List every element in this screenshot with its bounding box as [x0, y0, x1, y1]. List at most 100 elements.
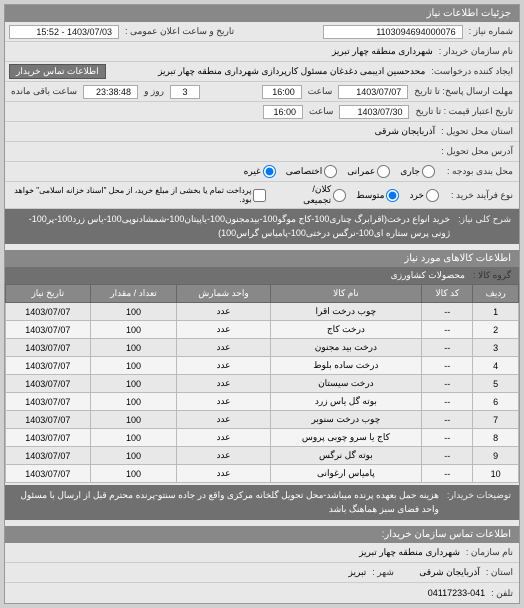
buyer-name: شهرداری منطقه چهار تبریز: [332, 46, 433, 57]
validity-date: 1403/07/30: [339, 105, 409, 119]
table-row: 4--درخت ساده بلوطعدد1001403/07/07: [6, 357, 519, 375]
table-row: 2--درخت کاجعدد1001403/07/07: [6, 321, 519, 339]
table-cell: --: [422, 393, 473, 411]
requester-label: ایجاد کننده درخواست:: [429, 66, 515, 77]
table-cell: 100: [90, 339, 177, 357]
table-cell: 100: [90, 393, 177, 411]
radio-civil[interactable]: عمرانی: [347, 165, 390, 178]
state: آذربایجان شرقی: [400, 567, 480, 578]
table-cell: 100: [90, 411, 177, 429]
table-cell: درخت سیستان: [270, 375, 422, 393]
table-header: کد کالا: [422, 285, 473, 303]
request-no-label: شماره نیاز :: [467, 26, 515, 37]
state-label: استان :: [484, 567, 515, 578]
time-label-2: ساعت: [307, 106, 336, 117]
table-row: 6--بوته گل یاس زردعدد1001403/07/07: [6, 393, 519, 411]
days-label: روز و: [142, 86, 166, 97]
row-tel: تلفن : 04117233-041: [5, 583, 519, 603]
requester: محدحسین ادیبمی دغدغان مسئول کارپردازی شه…: [110, 66, 426, 77]
tel: 04117233-041: [428, 588, 485, 598]
radio-large[interactable]: کلان/تجمیعی: [286, 184, 346, 206]
budget-label: محل بندی بودجه :: [445, 166, 515, 177]
table-cell: 1403/07/07: [6, 393, 91, 411]
table-cell: 4: [473, 357, 519, 375]
table-cell: 7: [473, 411, 519, 429]
table-cell: درخت بید مجنون: [270, 339, 422, 357]
validity-time: 16:00: [263, 105, 303, 119]
table-cell: عدد: [177, 465, 270, 483]
delivery-state: آذربایجان شرقی: [375, 126, 436, 137]
resource-check[interactable]: پرداخت تمام یا بخشی از مبلغ خرید، از محل…: [9, 186, 266, 204]
table-header: تعداد / مقدار: [90, 285, 177, 303]
time-remain-label: ساعت باقی مانده: [9, 86, 79, 97]
table-cell: 1: [473, 303, 519, 321]
days-left: 3: [170, 85, 200, 99]
table-cell: --: [422, 303, 473, 321]
deadline-label: مهلت ارسال پاسخ: تا تاریخ: [412, 86, 515, 97]
row-goods-group: گروه کالا : محصولات کشاورزی: [5, 267, 519, 284]
table-cell: 1403/07/07: [6, 411, 91, 429]
table-header: نام کالا: [270, 285, 422, 303]
table-cell: عدد: [177, 357, 270, 375]
row-request-no: شماره نیاز : 1103094694000076 تاریخ و سا…: [5, 22, 519, 42]
table-cell: 1403/07/07: [6, 447, 91, 465]
tel-label: تلفن :: [489, 588, 515, 599]
table-row: 7--چوب درخت سنوبرعدد1001403/07/07: [6, 411, 519, 429]
table-cell: بوته گل نرگس: [270, 447, 422, 465]
row-buyer-name: نام سازمان خریدار : شهرداری منطقه چهار ت…: [5, 42, 519, 62]
table-cell: کاج یا سرو چوبی پروس: [270, 429, 422, 447]
table-cell: 100: [90, 321, 177, 339]
announce-date: 1403/07/03 - 15:52: [9, 25, 119, 39]
radio-small[interactable]: خرد: [409, 189, 439, 202]
desc-label: شرح کلی نیاز:: [456, 213, 513, 240]
city-label: شهر :: [370, 567, 396, 578]
row-delivery-state: استان محل تحویل : آذربایجان شرقی: [5, 122, 519, 142]
deadline-date: 1403/07/07: [338, 85, 408, 99]
footer-title: اطلاعات تماس سازمان خریدار:: [5, 526, 519, 543]
panel-title: جزئیات اطلاعات نیاز: [5, 5, 519, 22]
row-org-name: نام سازمان : شهرداری منطقه چهار تبریز: [5, 543, 519, 563]
table-cell: درخت ساده بلوط: [270, 357, 422, 375]
radio-medium[interactable]: متوسط: [356, 189, 399, 202]
radio-special[interactable]: اختصاصی: [286, 165, 337, 178]
announce-label: تاریخ و ساعت اعلان عمومی :: [123, 26, 236, 37]
org-name-label: نام سازمان :: [464, 547, 515, 558]
buyer-notes: هزینه حمل بعهده پرنده میباشد-محل تحویل گ…: [11, 489, 439, 516]
table-cell: درخت کاج: [270, 321, 422, 339]
table-cell: 1403/07/07: [6, 429, 91, 447]
row-resource: نوع فرآیند خرید : خرد متوسط کلان/تجمیعی …: [5, 182, 519, 209]
table-row: 3--درخت بید مجنونعدد1001403/07/07: [6, 339, 519, 357]
contact-buyer-button[interactable]: اطلاعات تماس خریدار: [9, 64, 106, 79]
buyer-name-label: نام سازمان خریدار :: [437, 46, 515, 57]
radio-other[interactable]: غیره: [244, 165, 276, 178]
table-cell: عدد: [177, 375, 270, 393]
validity-label: تاریخ اعتبار قیمت : تا تاریخ: [413, 106, 515, 117]
table-cell: 3: [473, 339, 519, 357]
table-header: واحد شمارش: [177, 285, 270, 303]
table-cell: بوته گل یاس زرد: [270, 393, 422, 411]
table-cell: عدد: [177, 303, 270, 321]
delivery-address-label: آدرس محل تحویل :: [439, 146, 515, 157]
table-cell: 6: [473, 393, 519, 411]
table-cell: 10: [473, 465, 519, 483]
radio-running[interactable]: جاری: [400, 165, 435, 178]
row-description: شرح کلی نیاز: خرید انواع درخت(اقرابرگ چن…: [5, 209, 519, 244]
row-deadline: مهلت ارسال پاسخ: تا تاریخ 1403/07/07 ساع…: [5, 82, 519, 102]
table-cell: عدد: [177, 339, 270, 357]
goods-group: محصولات کشاورزی: [391, 270, 465, 281]
table-cell: --: [422, 465, 473, 483]
table-row: 5--درخت سیستانعدد1001403/07/07: [6, 375, 519, 393]
table-cell: --: [422, 321, 473, 339]
table-cell: 100: [90, 303, 177, 321]
goods-group-label: گروه کالا :: [471, 270, 513, 281]
table-cell: 100: [90, 447, 177, 465]
table-cell: 1403/07/07: [6, 321, 91, 339]
table-cell: 1403/07/07: [6, 357, 91, 375]
row-state-city: استان : آذربایجان شرقی شهر : تبریز: [5, 563, 519, 583]
table-cell: عدد: [177, 447, 270, 465]
table-cell: 2: [473, 321, 519, 339]
table-cell: --: [422, 339, 473, 357]
table-row: 9--بوته گل نرگسعدد1001403/07/07: [6, 447, 519, 465]
table-cell: عدد: [177, 393, 270, 411]
table-row: 10--پامیاس ارغوانیعدد1001403/07/07: [6, 465, 519, 483]
